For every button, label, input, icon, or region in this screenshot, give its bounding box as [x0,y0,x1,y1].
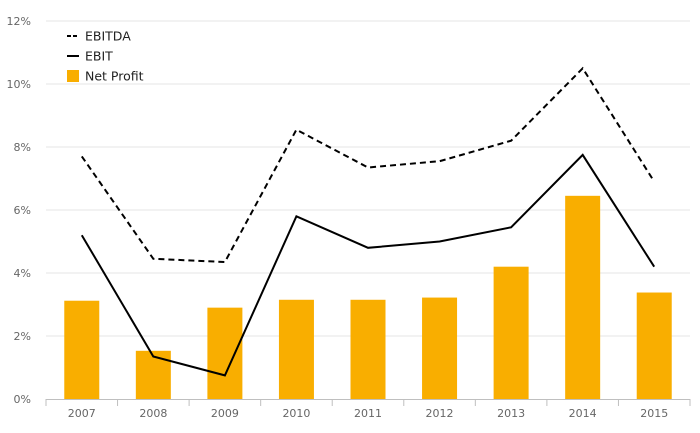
x-tick-label: 2008 [139,407,167,420]
y-tick-label: 4% [14,267,31,280]
net-profit-bar-2012 [422,297,458,399]
ebitda-line [80,66,656,264]
legend-label-ebit: EBIT [85,49,113,64]
y-tick-label: 0% [14,393,31,406]
x-tick-label: 2009 [211,407,239,420]
y-tick-label: 6% [14,204,31,217]
y-tick-label: 2% [14,330,31,343]
ebit-line [80,153,656,377]
net-profit-bar-2007 [64,300,100,399]
x-tick-label: 2010 [282,407,310,420]
net-profit-bar-2010 [278,299,314,399]
net-profit-bar-2015 [636,292,672,399]
net-profit-bars [64,195,672,399]
net-profit-bar-2011 [350,299,386,399]
y-tick-label: 10% [7,78,31,91]
x-tick-label: 2011 [354,407,382,420]
y-tick-label: 12% [7,15,31,28]
legend-label-ebitda: EBITDA [85,29,131,44]
x-tick-label: 2007 [68,407,96,420]
y-axis: 0% 2% 4% 6% 8% 10% 12% [7,15,31,406]
line-series [80,66,656,377]
legend-label-net-profit: Net Profit [85,69,144,84]
x-tick-label: 2012 [426,407,454,420]
legend-swatch-net-profit [67,70,79,82]
x-axis: 2007 2008 2009 2010 2011 2012 2013 2014 2015 [45,399,691,420]
y-tick-label: 8% [14,141,31,154]
x-tick-label: 2015 [640,407,668,420]
net-profit-bar-2008 [135,350,171,399]
x-tick-label: 2013 [497,407,525,420]
legend: EBITDA EBIT Net Profit [67,29,144,84]
net-profit-bar-2013 [493,266,529,399]
x-tick-label: 2014 [569,407,597,420]
net-profit-bar-2009 [207,307,243,399]
net-profit-bar-2014 [565,195,601,399]
